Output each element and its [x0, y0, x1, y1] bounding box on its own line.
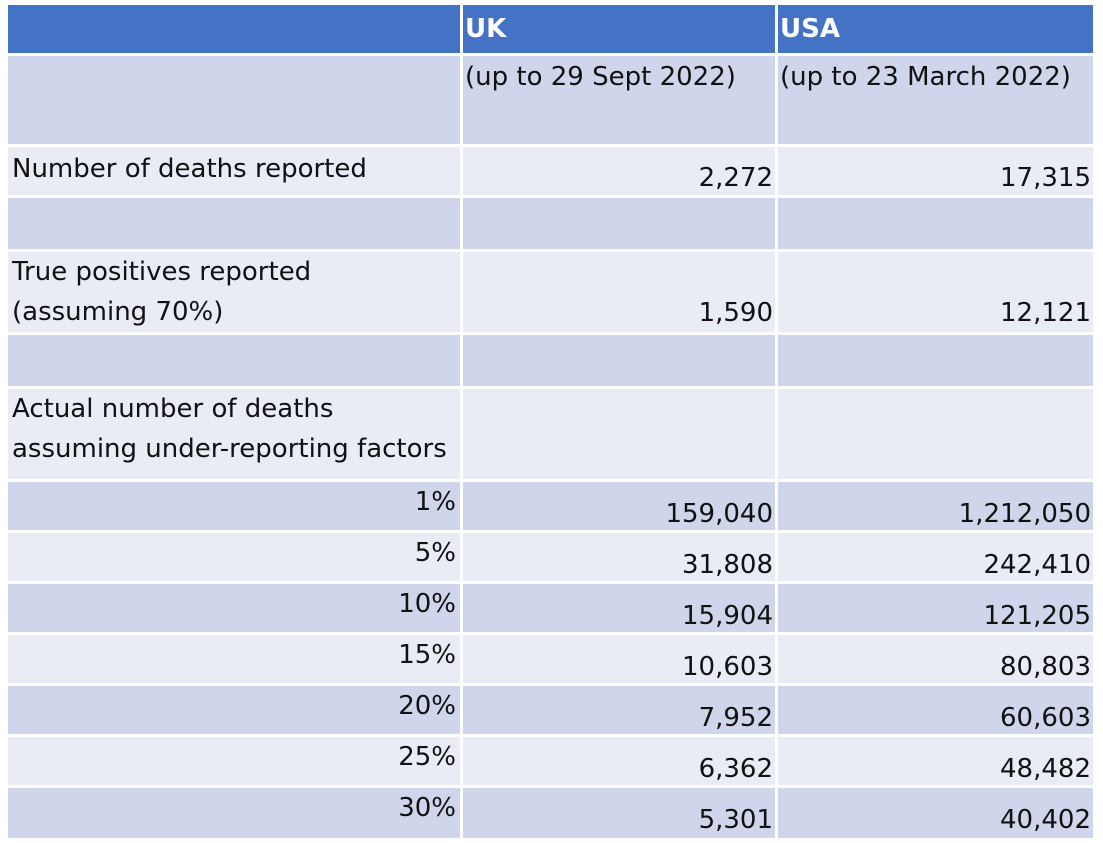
factor-usa-value: 242,410 [778, 533, 1093, 581]
spacer-cell [778, 198, 1093, 249]
factor-uk-value: 7,952 [463, 686, 775, 734]
factor-row: 15% 10,603 80,803 [8, 635, 1093, 683]
factor-uk-value: 31,808 [463, 533, 775, 581]
factor-uk-value: 5,301 [463, 788, 775, 838]
header-cell-uk: UK [463, 5, 775, 53]
true-positives-label-line1: True positives reported [12, 257, 312, 287]
factor-usa-value: 121,205 [778, 584, 1093, 632]
header-row: UK USA [8, 5, 1093, 53]
factor-row: 30% 5,301 40,402 [8, 788, 1093, 838]
factor-uk-value: 15,904 [463, 584, 775, 632]
factor-label: 1% [8, 482, 460, 530]
spacer-cell [463, 198, 775, 249]
factor-label: 15% [8, 635, 460, 683]
factor-row: 1% 159,040 1,212,050 [8, 482, 1093, 530]
true-positives-usa: 12,121 [778, 252, 1093, 332]
factor-uk-value: 10,603 [463, 635, 775, 683]
true-positives-row: True positives reported (assuming 70%) 1… [8, 252, 1093, 332]
actual-deaths-uk-blank [463, 389, 775, 479]
spacer-row [8, 198, 1093, 249]
subheader-uk-date: (up to 29 Sept 2022) [463, 56, 775, 144]
actual-deaths-usa-blank [778, 389, 1093, 479]
spacer-cell [463, 335, 775, 386]
factor-label: 5% [8, 533, 460, 581]
actual-deaths-row: Actual number of deaths assuming under-r… [8, 389, 1093, 479]
factor-label: 20% [8, 686, 460, 734]
deaths-reported-label: Number of deaths reported [8, 147, 460, 195]
subheader-row: (up to 29 Sept 2022) (up to 23 March 202… [8, 56, 1093, 144]
true-positives-label-line2: (assuming 70%) [12, 297, 224, 327]
deaths-reported-row: Number of deaths reported 2,272 17,315 [8, 147, 1093, 195]
factor-row: 10% 15,904 121,205 [8, 584, 1093, 632]
factor-row: 20% 7,952 60,603 [8, 686, 1093, 734]
factor-uk-value: 159,040 [463, 482, 775, 530]
factor-usa-value: 40,402 [778, 788, 1093, 838]
spacer-cell [8, 335, 460, 386]
factor-usa-value: 60,603 [778, 686, 1093, 734]
header-cell-usa: USA [778, 5, 1093, 53]
subheader-cell-blank [8, 56, 460, 144]
factor-row: 25% 6,362 48,482 [8, 737, 1093, 785]
factor-label: 25% [8, 737, 460, 785]
factor-usa-value: 48,482 [778, 737, 1093, 785]
factor-usa-value: 1,212,050 [778, 482, 1093, 530]
factor-row: 5% 31,808 242,410 [8, 533, 1093, 581]
spacer-cell [8, 198, 460, 249]
spacer-row [8, 335, 1093, 386]
deaths-reported-usa: 17,315 [778, 147, 1093, 195]
true-positives-label: True positives reported (assuming 70%) [8, 252, 460, 332]
factor-label: 30% [8, 788, 460, 838]
factor-usa-value: 80,803 [778, 635, 1093, 683]
deaths-reported-uk: 2,272 [463, 147, 775, 195]
actual-deaths-label-line1: Actual number of deaths [12, 394, 334, 424]
subheader-usa-date: (up to 23 March 2022) [778, 56, 1093, 144]
actual-deaths-label: Actual number of deaths assuming under-r… [8, 389, 460, 479]
header-cell-blank [8, 5, 460, 53]
spacer-cell [778, 335, 1093, 386]
actual-deaths-label-line2: assuming under-reporting factors [12, 434, 447, 464]
true-positives-uk: 1,590 [463, 252, 775, 332]
factor-label: 10% [8, 584, 460, 632]
factor-uk-value: 6,362 [463, 737, 775, 785]
